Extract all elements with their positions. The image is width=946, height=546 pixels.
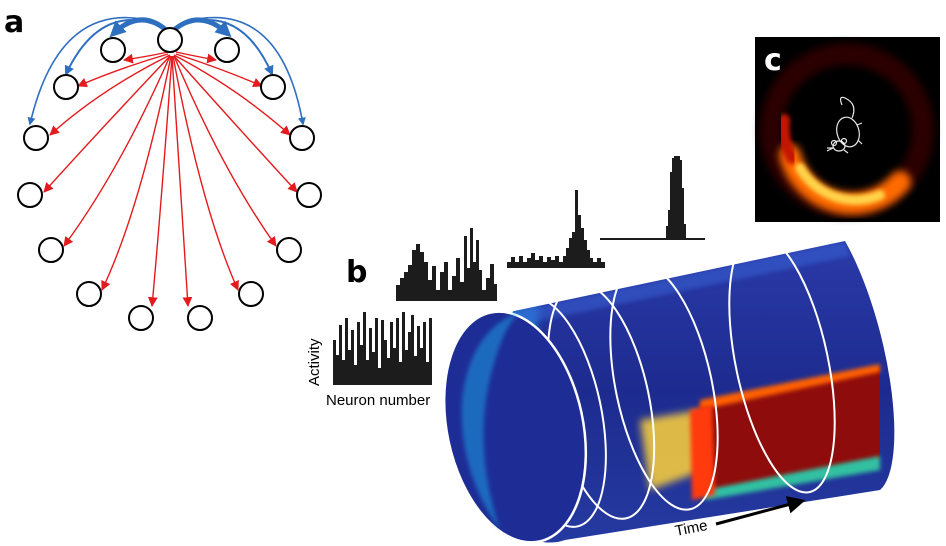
inhibitory-arrow <box>173 54 291 136</box>
histogram-2 <box>396 228 497 301</box>
histogram-1 <box>333 312 432 385</box>
inhibitory-arrow <box>172 55 239 291</box>
panel-c-letter: c <box>764 43 782 78</box>
neuron-circle <box>157 27 183 53</box>
neuron-circle <box>38 237 64 263</box>
histogram-3 <box>507 190 605 268</box>
neuron-circle <box>276 237 302 263</box>
neuron-circle <box>128 305 154 331</box>
inhibitory-arrow <box>77 53 169 88</box>
neuron-circle <box>53 74 79 100</box>
neuron-ring <box>17 27 322 331</box>
inhibitory-arrow <box>123 51 169 64</box>
neuron-circle <box>260 74 286 100</box>
excitatory-arrow <box>179 19 274 76</box>
neuron-circle <box>289 125 315 151</box>
inhibitory-arrow <box>173 55 277 247</box>
panel-b-letter: b <box>346 255 367 290</box>
neuron-circle <box>296 182 322 208</box>
excitatory-connections <box>27 16 306 126</box>
activity-bump-tail <box>777 114 798 164</box>
panel-a-letter: a <box>4 5 24 40</box>
panel-b: b Activity Neuron number <box>306 156 895 544</box>
inhibitory-arrow <box>49 54 171 136</box>
activity-cylinder <box>442 232 895 544</box>
inhibitory-arrow <box>173 55 298 193</box>
panel-a: a <box>4 5 322 331</box>
neuron-circle <box>238 281 264 307</box>
histogram-4 <box>600 156 705 240</box>
neuron-circle <box>214 37 240 63</box>
neuron-circle <box>100 37 126 63</box>
neuron-circle <box>23 125 49 151</box>
inhibitory-arrow <box>147 55 173 307</box>
neuron-circle <box>187 305 213 331</box>
excitatory-arrow <box>183 16 306 126</box>
inhibitory-arrow <box>101 55 172 291</box>
neuron-circle <box>17 182 43 208</box>
inhibitory-connections <box>43 51 298 307</box>
inhibitory-arrow <box>171 55 193 307</box>
activity-bump-core <box>795 163 885 205</box>
neuron-number-axis-label: Neuron number <box>326 392 430 409</box>
inhibitory-arrow <box>175 51 217 64</box>
activity-axis-label: Activity <box>306 338 323 386</box>
inhibitory-arrow <box>63 55 171 247</box>
panel-c: c <box>755 37 940 222</box>
mouse-icon <box>826 96 863 154</box>
neuron-circle <box>76 281 102 307</box>
time-axis-label: Time <box>674 517 709 540</box>
inhibitory-arrow <box>43 55 171 193</box>
excitatory-arrow <box>64 19 161 76</box>
time-arrow <box>715 496 806 526</box>
inhibitory-arrow <box>175 53 263 88</box>
excitatory-arrow <box>27 16 157 126</box>
